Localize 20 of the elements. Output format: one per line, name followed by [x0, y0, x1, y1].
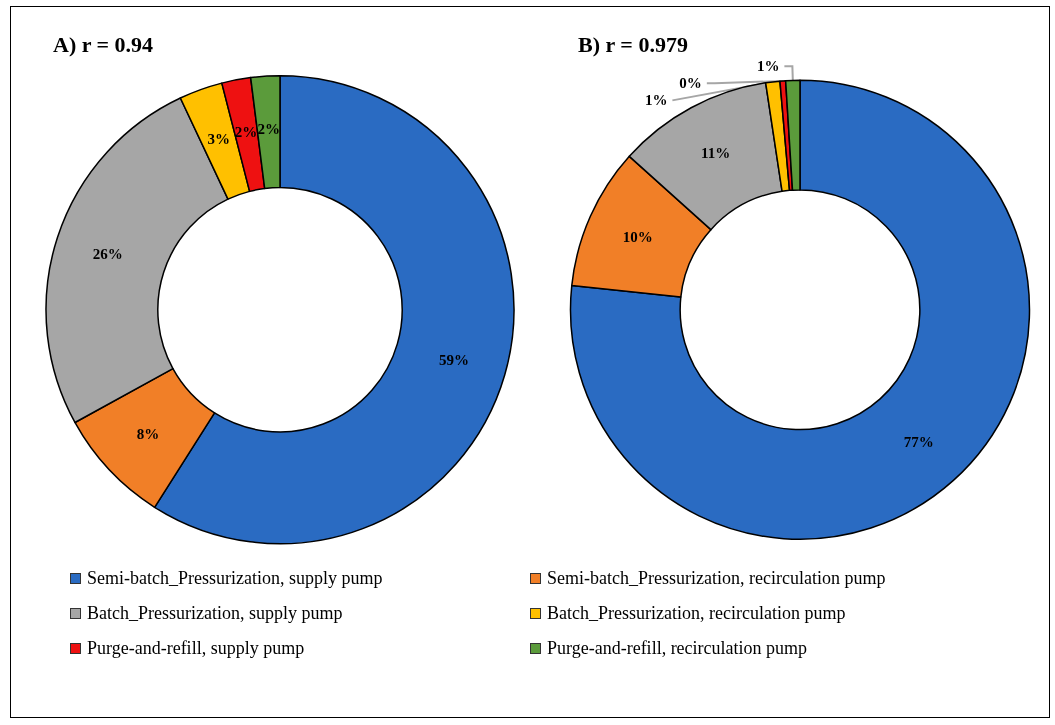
legend-label: Batch_Pressurization, recirculation pump — [547, 603, 846, 624]
chart-title: B) r = 0.979 — [578, 31, 688, 57]
data-label: 1% — [756, 58, 780, 75]
legend-label: Semi-batch_Pressurization, recirculation pump — [547, 568, 886, 589]
data-label: 3% — [207, 131, 230, 148]
data-label: 26% — [92, 245, 123, 262]
data-label: 10% — [622, 229, 653, 246]
data-label: 2% — [257, 121, 280, 138]
legend-label: Purge-and-refill, recirculation pump — [547, 638, 808, 659]
data-label: 77% — [903, 433, 934, 450]
legend-label: Batch_Pressurization, supply pump — [87, 603, 343, 624]
legend-label: Semi-batch_Pressurization, supply pump — [87, 568, 383, 589]
data-label: 8% — [136, 425, 160, 442]
data-label: 2% — [234, 123, 258, 140]
data-label: 0% — [679, 75, 702, 92]
data-label: 59% — [438, 352, 469, 369]
data-label: 1% — [644, 92, 668, 109]
legend-label: Purge-and-refill, supply pump — [87, 638, 305, 659]
data-label: 11% — [701, 145, 731, 162]
chart-title: A) r = 0.94 — [53, 31, 154, 57]
